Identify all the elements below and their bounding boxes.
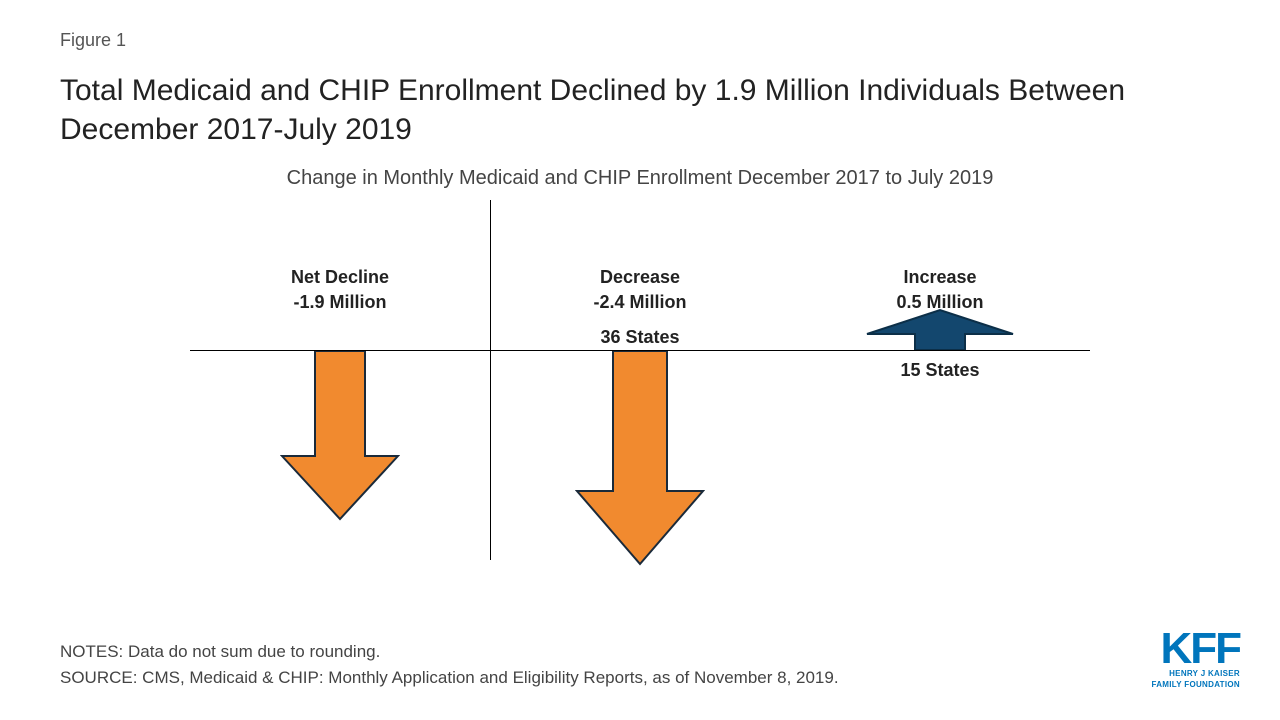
down-arrow-icon	[575, 351, 705, 566]
arrow-net-decline	[280, 351, 400, 526]
chart-title: Total Medicaid and CHIP Enrollment Decli…	[60, 71, 1220, 149]
arrow-increase	[865, 308, 1015, 355]
chart-subtitle: Change in Monthly Medicaid and CHIP Enro…	[60, 167, 1220, 190]
col1-label: Net Decline	[210, 265, 470, 290]
col3-label: Increase	[810, 265, 1070, 290]
column-decrease: Decrease -2.4 Million 36 States	[510, 265, 770, 348]
arrow-decrease	[575, 351, 705, 571]
footer-notes: NOTES: Data do not sum due to rounding. …	[60, 639, 839, 690]
chart-area: Net Decline -1.9 Million Decrease -2.4 M…	[190, 200, 1090, 560]
col2-value: -2.4 Million	[510, 290, 770, 315]
vertical-axis	[490, 200, 491, 560]
kff-logo: KFF HENRY J KAISER FAMILY FOUNDATION	[1151, 629, 1240, 690]
source-text: SOURCE: CMS, Medicaid & CHIP: Monthly Ap…	[60, 665, 839, 691]
notes-text: NOTES: Data do not sum due to rounding.	[60, 639, 839, 665]
col2-label: Decrease	[510, 265, 770, 290]
logo-sub-line2: FAMILY FOUNDATION	[1151, 681, 1240, 690]
column-net-decline: Net Decline -1.9 Million	[210, 265, 470, 315]
col1-value: -1.9 Million	[210, 290, 470, 315]
logo-main-text: KFF	[1151, 629, 1240, 669]
down-arrow-icon	[280, 351, 400, 521]
col3-states: 15 States	[810, 360, 1070, 381]
col3-states-wrap: 15 States	[810, 360, 1070, 381]
figure-number: Figure 1	[60, 30, 1220, 51]
col2-states: 36 States	[510, 327, 770, 348]
up-arrow-icon	[865, 308, 1015, 350]
